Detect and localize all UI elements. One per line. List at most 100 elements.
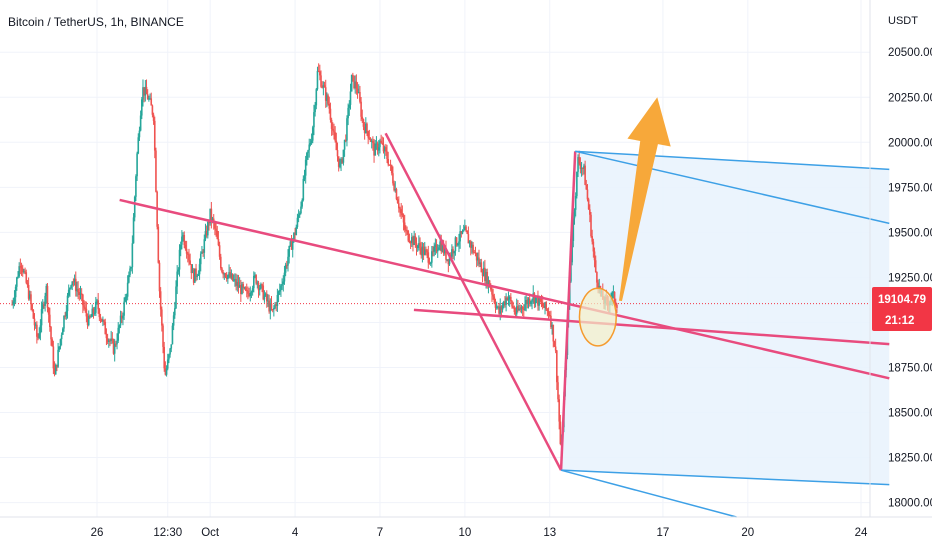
candle-body [517, 306, 519, 311]
candle-body [370, 140, 373, 142]
candle-body [278, 290, 281, 292]
candle-body [143, 87, 145, 96]
candle-body [110, 338, 112, 342]
candle-body [177, 269, 180, 272]
pink-trend-line[interactable] [413, 308, 890, 346]
blue-trend-line[interactable] [561, 469, 890, 486]
candle-body [175, 286, 177, 309]
candle-body [208, 221, 210, 224]
chart-title: Bitcoin / TetherUS, 1h, BINANCE [8, 15, 184, 29]
pink-trend-line[interactable] [559, 151, 577, 471]
candle-body [539, 296, 542, 302]
candle-body [17, 276, 19, 278]
candle-body [247, 290, 249, 294]
candle-body [380, 140, 382, 143]
candle-body [13, 297, 16, 302]
candle-body [330, 119, 333, 129]
pink-trend-line[interactable] [384, 132, 563, 471]
candle-body [510, 296, 512, 302]
candle-body [146, 94, 149, 100]
candle-body [223, 273, 226, 275]
candle-body [184, 245, 187, 249]
candle-body [93, 312, 96, 314]
blue-trend-line[interactable] [575, 150, 890, 225]
candle-body [251, 288, 254, 293]
candle-body [435, 244, 438, 252]
candle-body [152, 114, 155, 121]
candle-body [27, 284, 30, 299]
candle-body [231, 273, 234, 281]
candle-body [221, 268, 223, 273]
candle-body [484, 267, 486, 281]
candle-body [97, 300, 99, 310]
candle-body [525, 299, 527, 305]
candle-body [444, 247, 446, 254]
blue-trend-line[interactable] [575, 150, 890, 171]
candle-body [402, 215, 405, 223]
candle-body [273, 307, 275, 310]
candle-body [488, 280, 491, 288]
candle-body [150, 98, 153, 106]
candle-body [374, 143, 377, 156]
candle-body [487, 280, 490, 287]
candle-body [116, 340, 118, 345]
candle-body [306, 152, 308, 160]
candle-body [288, 245, 290, 257]
up-arrow[interactable] [619, 97, 671, 302]
candle-body [33, 318, 36, 326]
candle-body [165, 368, 168, 375]
candle-body [527, 298, 530, 305]
candle-body [406, 230, 408, 232]
candle-body [362, 119, 365, 127]
candle-body [67, 289, 70, 296]
candle-body [368, 137, 371, 139]
candle-body [593, 251, 596, 261]
highlight-circle[interactable] [578, 287, 617, 347]
candle-body [395, 189, 398, 200]
candle-body [572, 218, 575, 241]
candle-body [598, 285, 601, 289]
candle-body [224, 273, 227, 277]
candle-body [217, 239, 220, 246]
candle-body [135, 176, 137, 197]
candle-body [314, 105, 316, 113]
candle-body [87, 315, 90, 326]
candle-body [328, 103, 331, 109]
time-tick-label: 20 [741, 527, 754, 539]
candle-body [128, 275, 130, 283]
candle-body [316, 70, 319, 90]
candle-body [176, 271, 178, 287]
candle-body [155, 150, 157, 192]
candle-body [141, 99, 143, 116]
price-tick-label: 20500.00 [888, 47, 932, 59]
blue-trend-line[interactable] [560, 469, 737, 518]
candle-body [267, 300, 269, 302]
candle-body [244, 287, 247, 291]
candle-body [52, 346, 55, 369]
candle-body [96, 300, 98, 302]
time-tick-label: 13 [543, 527, 556, 539]
candle-body [120, 315, 123, 319]
candle-body [291, 240, 294, 250]
candle-body [390, 165, 393, 174]
candle-body [321, 86, 323, 88]
candle-body [379, 140, 381, 148]
candle-body [613, 291, 616, 303]
candle-body [344, 139, 347, 141]
candle-body [86, 316, 89, 326]
candle-body [169, 348, 171, 355]
candle-body [485, 272, 487, 281]
candle-body [60, 334, 63, 340]
candle-body [136, 153, 138, 177]
candle-body [298, 213, 301, 215]
candle-body [520, 307, 523, 310]
candle-body [524, 304, 526, 310]
candle-body [587, 199, 590, 210]
candle-body [71, 281, 74, 286]
candle-body [115, 343, 117, 345]
pink-trend-line[interactable] [119, 198, 890, 380]
candle-body [300, 206, 302, 214]
last-price-tag: 19104.79 21:12 [872, 287, 932, 331]
drawing-annotations[interactable] [119, 97, 890, 518]
